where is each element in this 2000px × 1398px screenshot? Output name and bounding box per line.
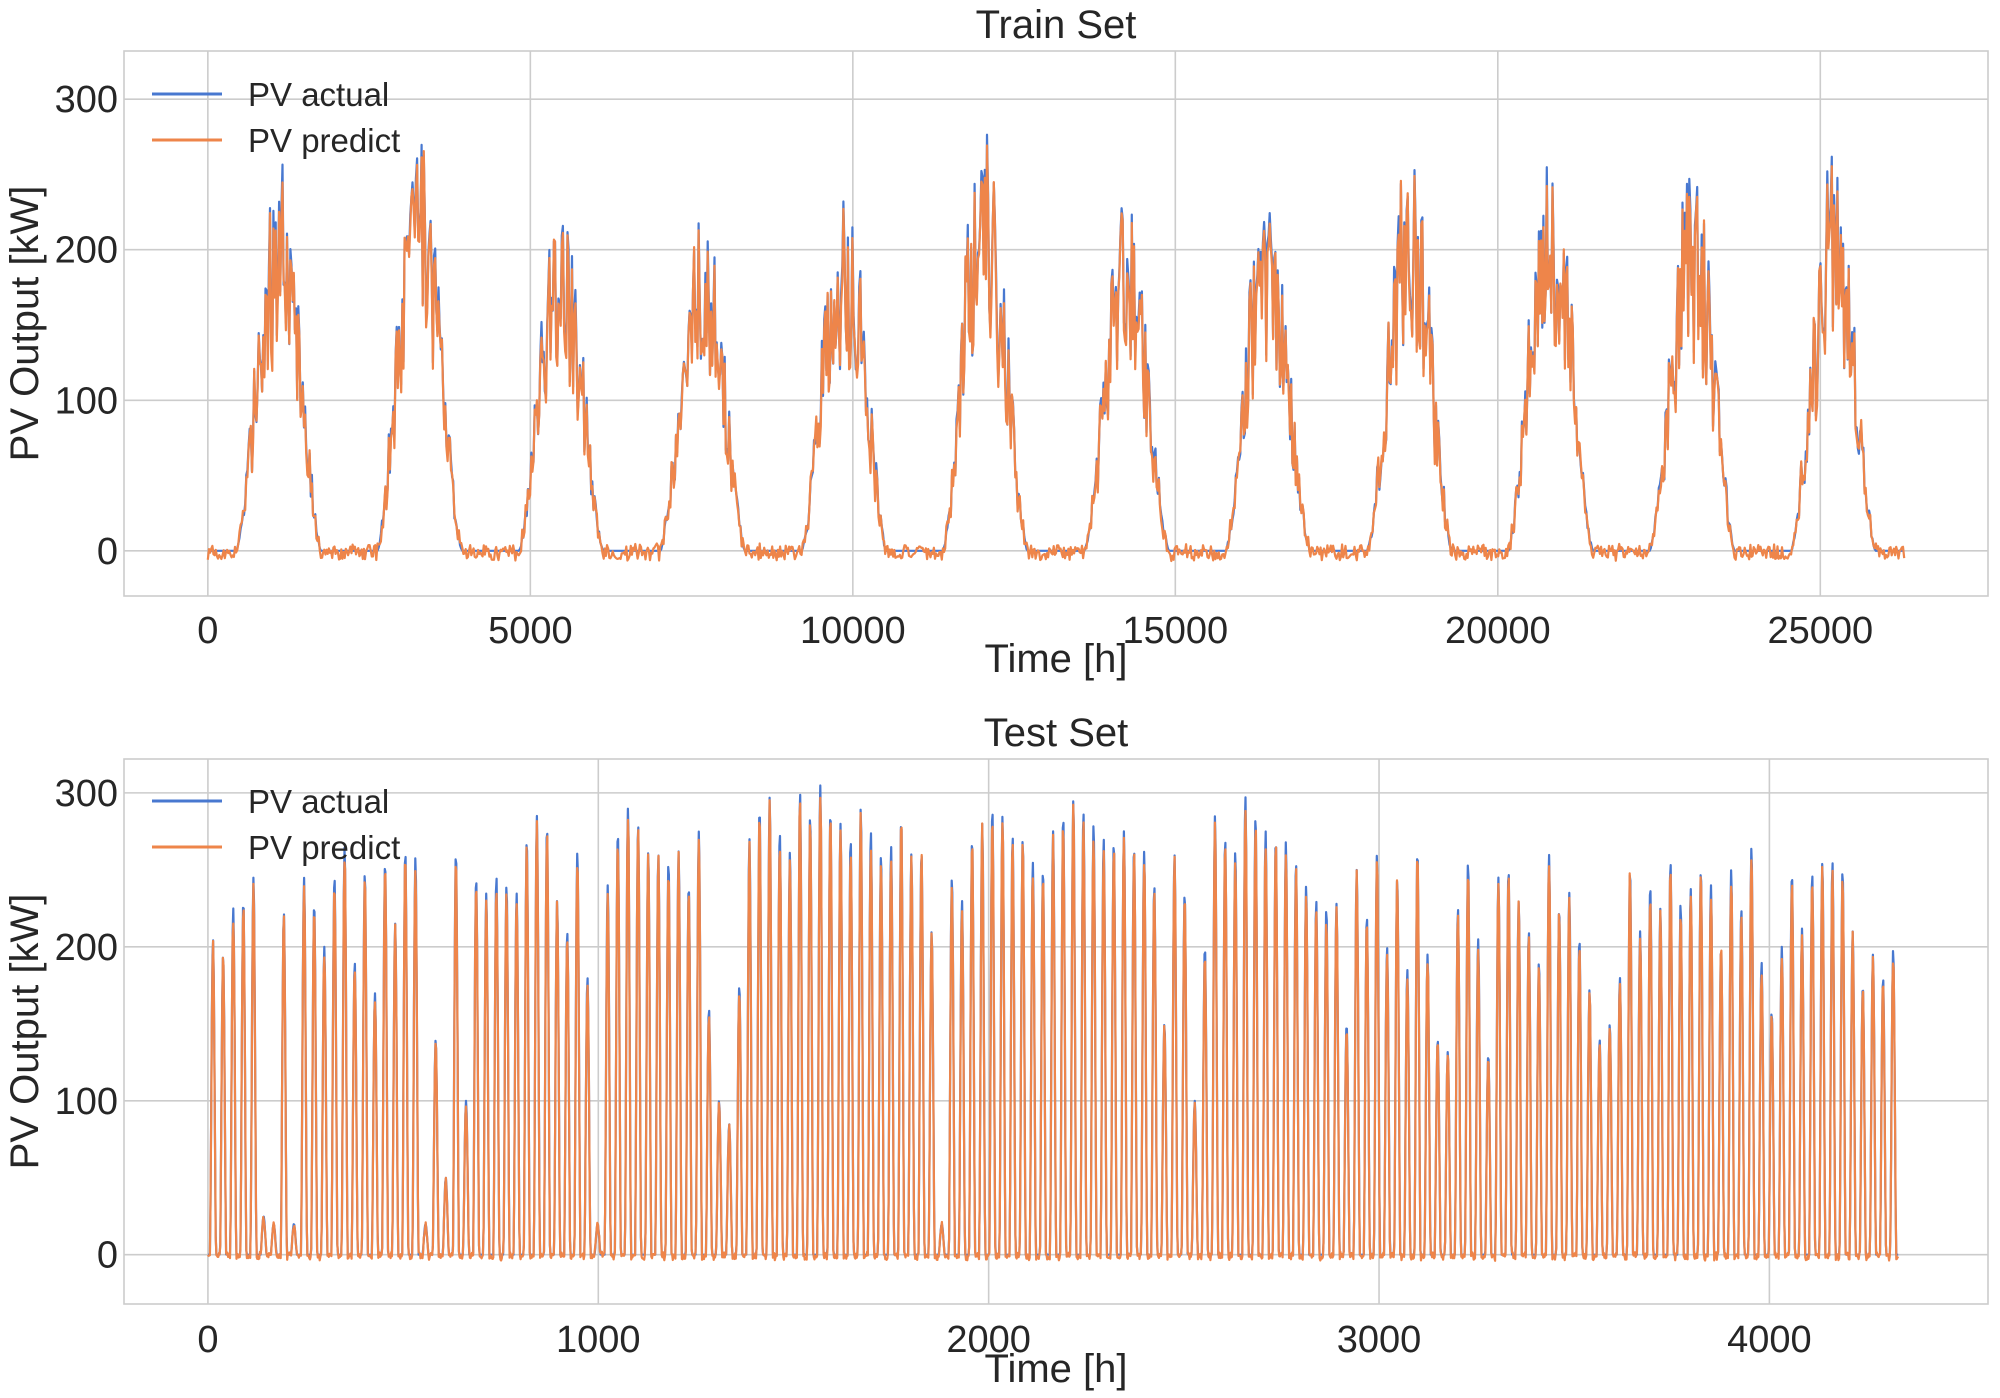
x-tick-label: 3000 xyxy=(1337,1319,1422,1361)
test-legend-label-predict: PV predict xyxy=(248,829,400,866)
y-tick-label: 200 xyxy=(55,927,118,969)
test-legend-label-actual: PV actual xyxy=(248,783,389,820)
train-series xyxy=(206,133,1906,563)
train-chart-title: Train Set xyxy=(976,3,1137,47)
train-legend-label-actual: PV actual xyxy=(248,76,389,113)
test-legend: PV actual PV predict xyxy=(152,783,400,866)
pv-predict-line xyxy=(206,144,1906,563)
x-tick-label: 0 xyxy=(197,1319,218,1361)
test-x-axis-label: Time [h] xyxy=(985,1347,1128,1391)
x-tick-label: 10000 xyxy=(800,610,906,652)
y-tick-label: 300 xyxy=(55,773,118,815)
x-tick-label: 4000 xyxy=(1727,1319,1812,1361)
train-set-panel: 0 5000 10000 15000 20000 25000 0 100 200 300 Trai… xyxy=(3,3,1989,681)
train-x-axis-label: Time [h] xyxy=(985,637,1128,681)
y-tick-label: 200 xyxy=(55,230,118,272)
test-frame xyxy=(123,758,1989,1305)
x-tick-label: 25000 xyxy=(1767,610,1873,652)
x-tick-label: 20000 xyxy=(1445,610,1551,652)
train-axes: 0 5000 10000 15000 20000 25000 0 100 200 300 xyxy=(55,79,1874,652)
test-y-axis-label: PV Output [kW] xyxy=(3,894,47,1170)
y-tick-label: 0 xyxy=(97,531,118,573)
x-tick-label: 0 xyxy=(197,610,218,652)
test-chart-title: Test Set xyxy=(984,711,1129,755)
y-tick-label: 0 xyxy=(97,1235,118,1277)
y-tick-label: 100 xyxy=(55,1081,118,1123)
y-tick-label: 100 xyxy=(55,380,118,422)
test-set-panel: 0 1000 2000 3000 4000 0 100 200 300 Test Set Tim… xyxy=(3,711,1989,1391)
x-tick-label: 5000 xyxy=(488,610,573,652)
train-legend: PV actual PV predict xyxy=(152,76,400,159)
pv-predict-line xyxy=(207,796,1900,1262)
x-tick-label: 15000 xyxy=(1122,610,1228,652)
train-y-axis-label: PV Output [kW] xyxy=(3,186,47,462)
train-frame xyxy=(123,50,1989,597)
x-tick-label: 2000 xyxy=(946,1319,1031,1361)
train-legend-label-predict: PV predict xyxy=(248,122,400,159)
y-tick-label: 300 xyxy=(55,79,118,121)
x-tick-label: 1000 xyxy=(556,1319,641,1361)
test-series xyxy=(207,784,1900,1262)
test-axes: 0 1000 2000 3000 4000 0 100 200 300 xyxy=(55,773,1812,1361)
